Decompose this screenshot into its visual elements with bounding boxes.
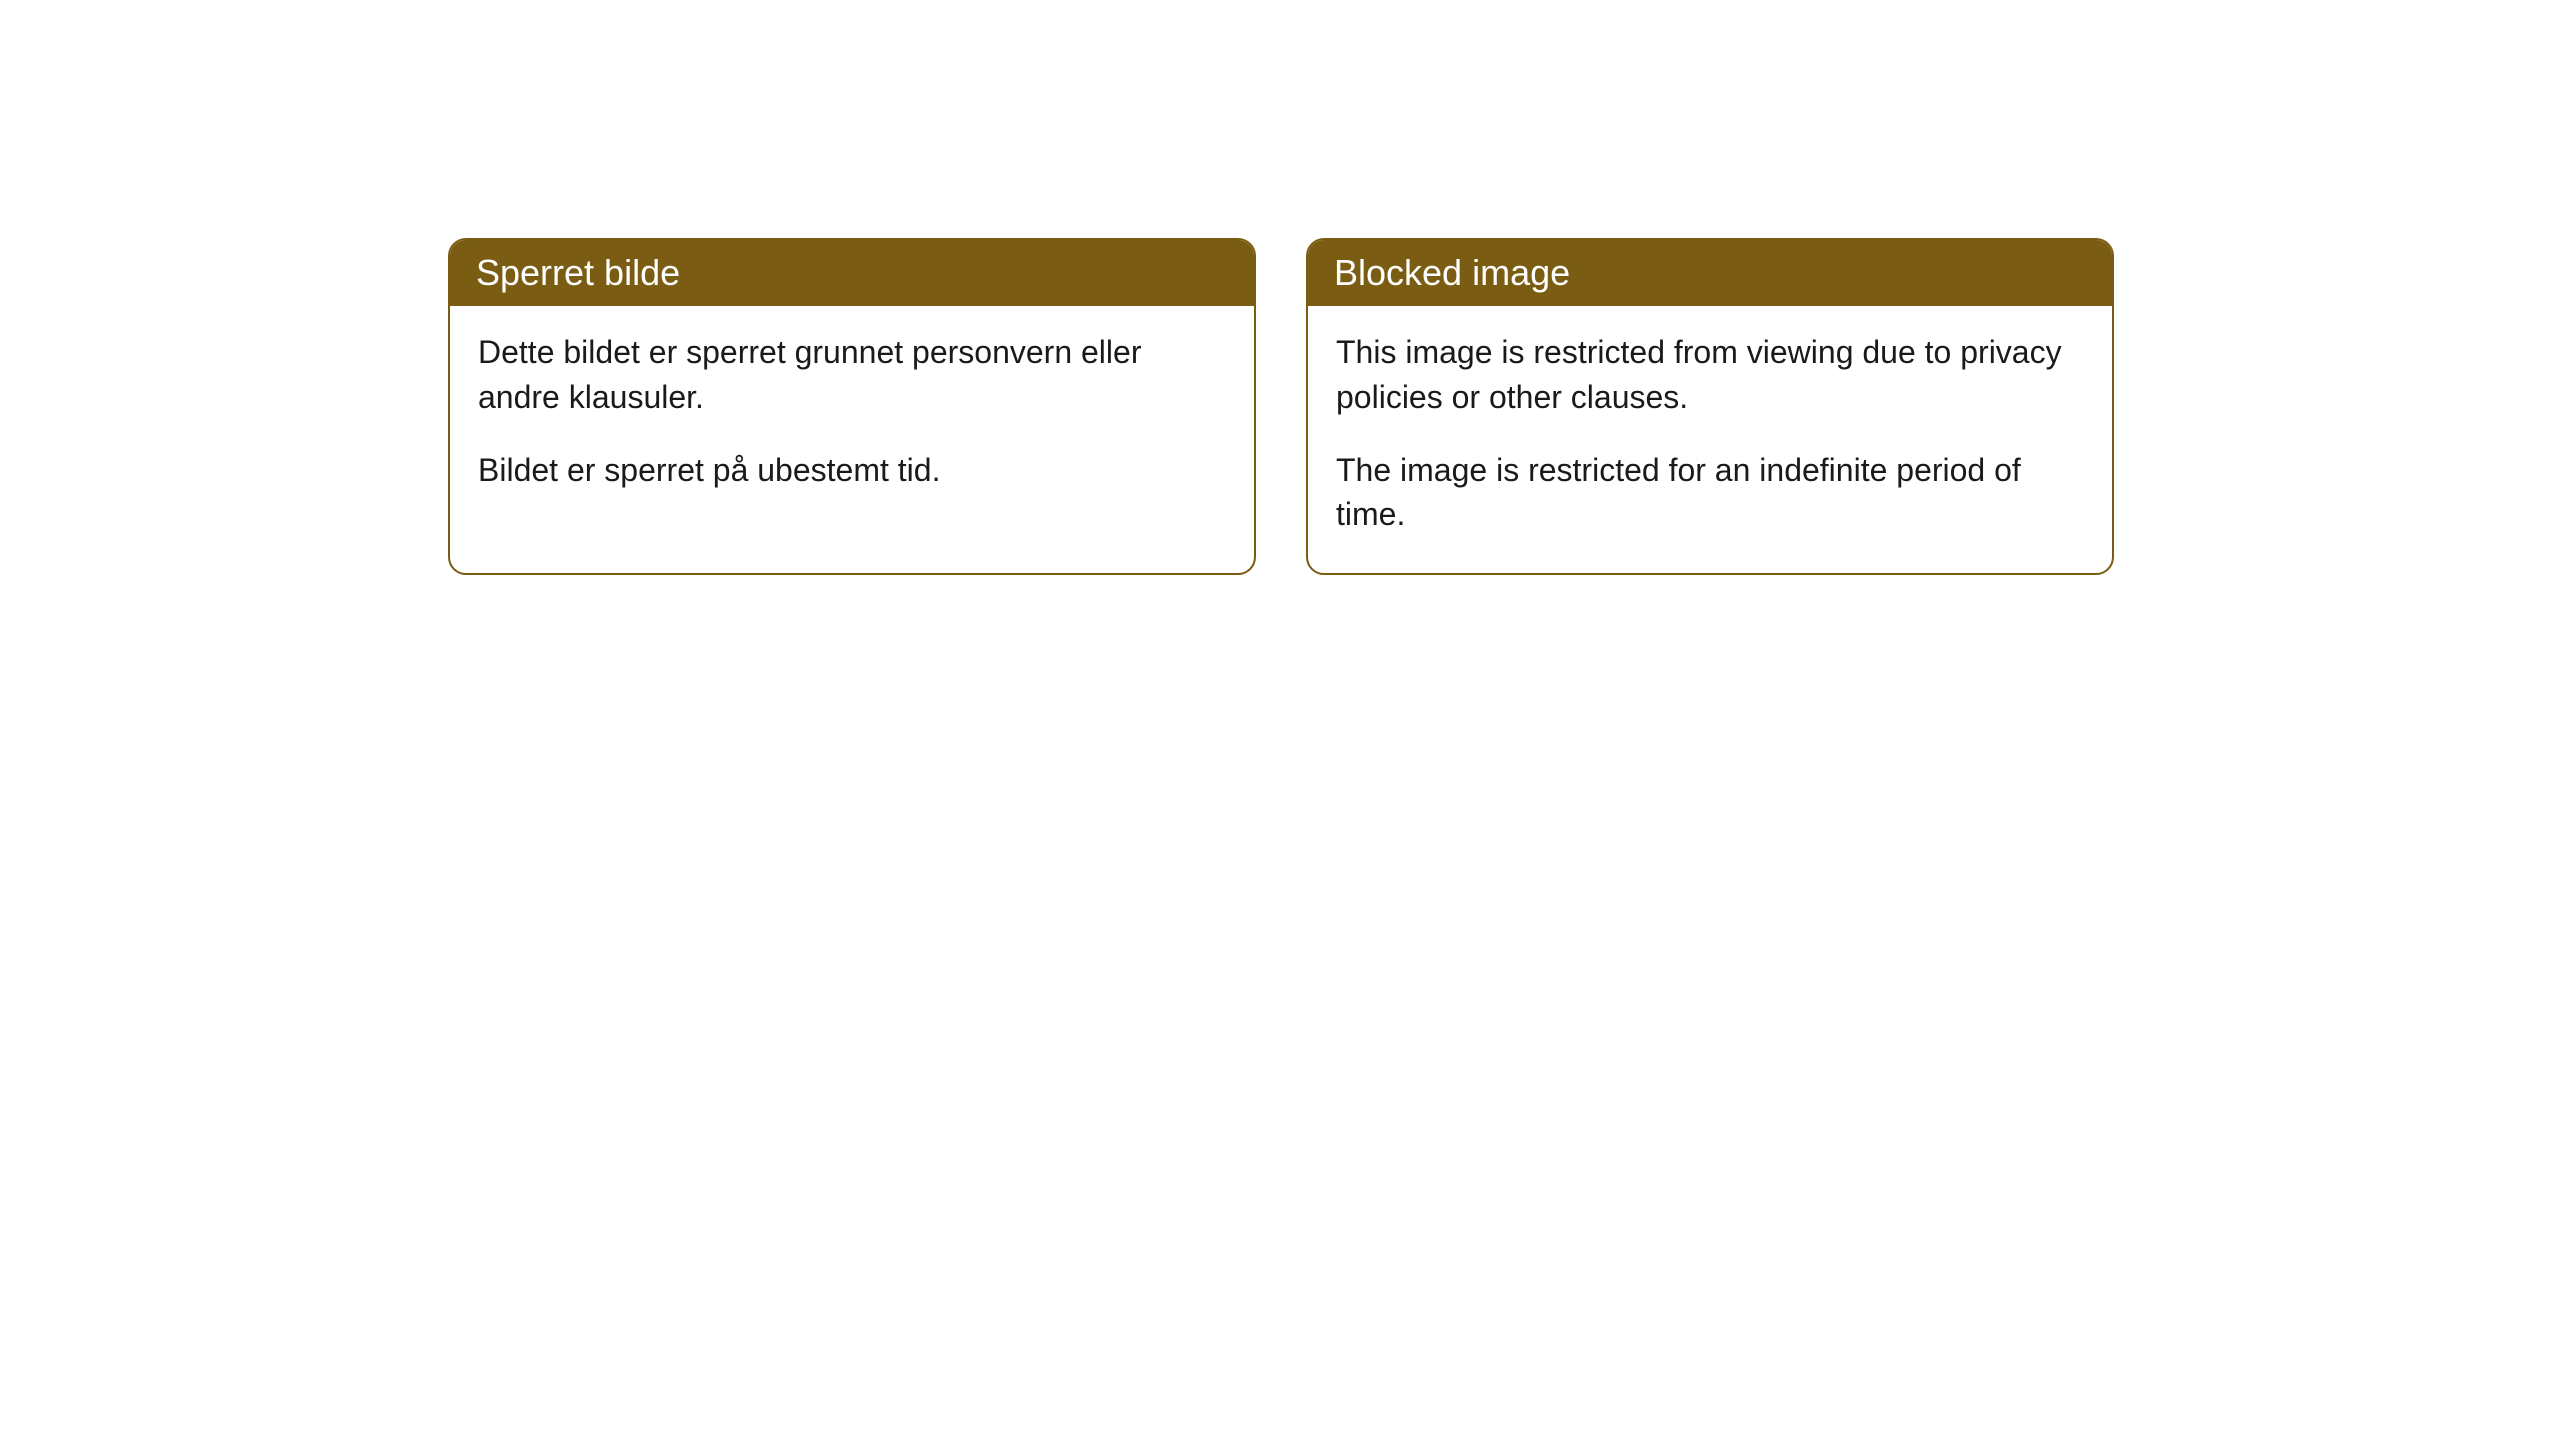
cards-container: Sperret bilde Dette bildet er sperret gr… <box>448 238 2114 575</box>
card-paragraph: The image is restricted for an indefinit… <box>1336 448 2084 538</box>
card-paragraph: Dette bildet er sperret grunnet personve… <box>478 330 1226 420</box>
blocked-image-card-en: Blocked image This image is restricted f… <box>1306 238 2114 575</box>
card-body: Dette bildet er sperret grunnet personve… <box>450 306 1254 528</box>
blocked-image-card-no: Sperret bilde Dette bildet er sperret gr… <box>448 238 1256 575</box>
card-body: This image is restricted from viewing du… <box>1308 306 2112 573</box>
card-paragraph: Bildet er sperret på ubestemt tid. <box>478 448 1226 493</box>
card-header: Blocked image <box>1308 240 2112 306</box>
card-paragraph: This image is restricted from viewing du… <box>1336 330 2084 420</box>
card-title: Blocked image <box>1334 252 1570 293</box>
card-header: Sperret bilde <box>450 240 1254 306</box>
card-title: Sperret bilde <box>476 252 680 293</box>
